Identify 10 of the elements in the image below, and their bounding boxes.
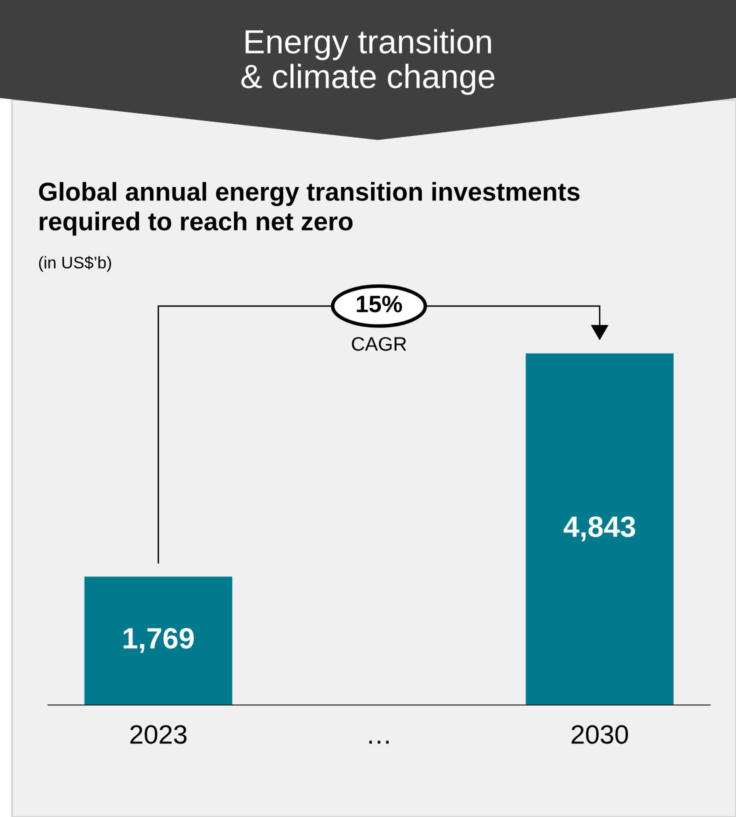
chart-subtitle: Global annual energy transition investments required to reach net zero (39, 182, 580, 236)
x-tick-label: 2023 (130, 725, 187, 744)
text: CAGR (352, 337, 406, 351)
x-tick-label: … (369, 740, 389, 744)
chart-title: Energy transition & climate change (241, 29, 494, 95)
x-tick-label: 2030 (572, 725, 628, 744)
text: 15% (356, 296, 402, 312)
data-label: 1,769 (124, 628, 194, 653)
text: (in US$’b) (39, 256, 112, 272)
data-label: 4,843 (564, 516, 636, 542)
